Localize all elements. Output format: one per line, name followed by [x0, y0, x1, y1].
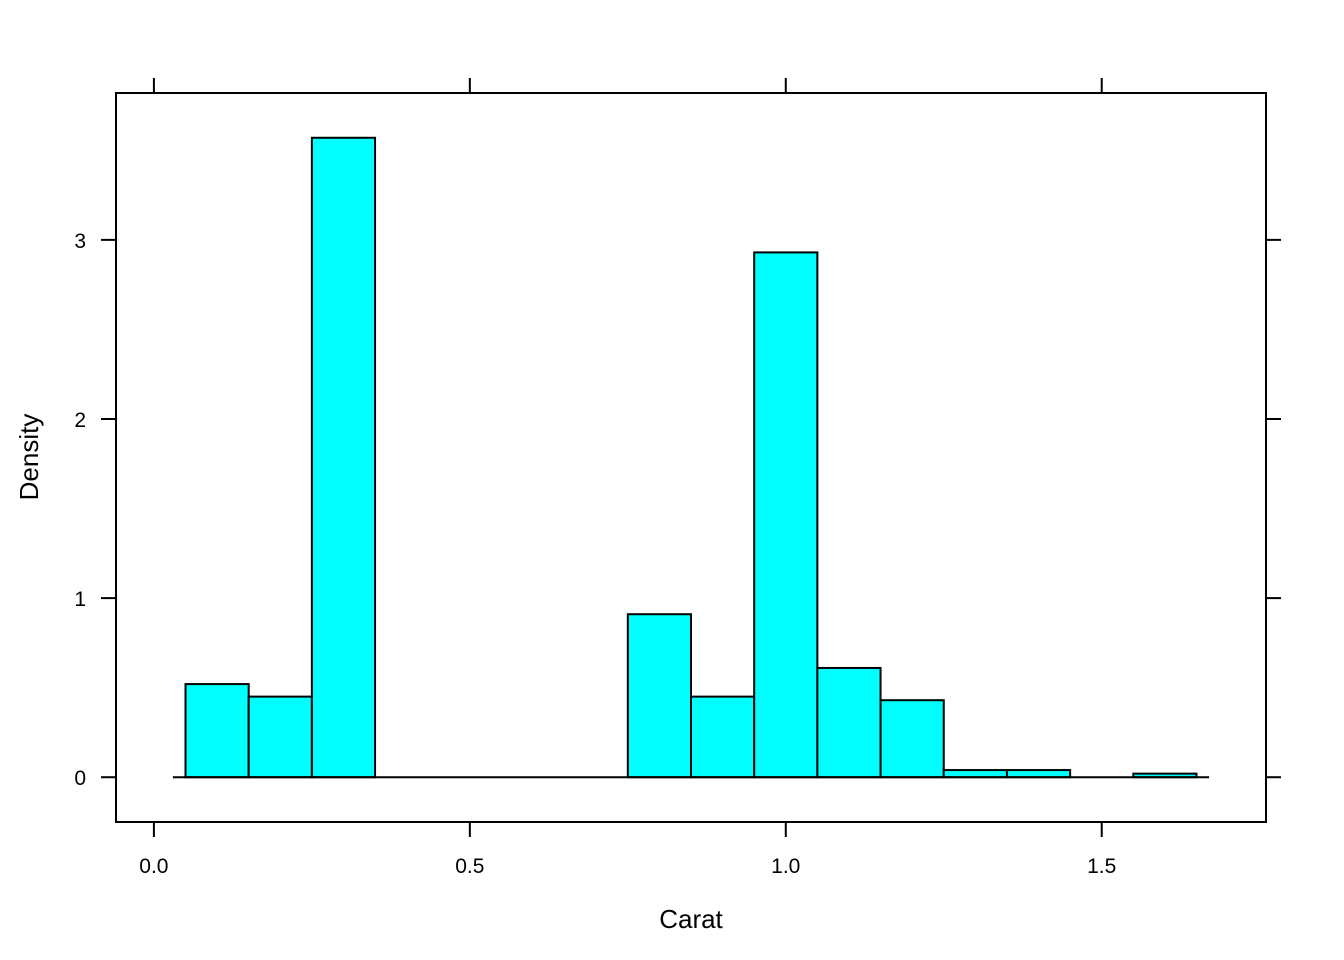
histogram-bar-1	[247, 695, 313, 779]
axis-ticks	[101, 78, 1281, 837]
histogram-bar-11	[879, 699, 945, 779]
y-axis-title: Density	[14, 414, 44, 501]
histogram-bar-7	[626, 613, 692, 779]
histogram-bar-2	[310, 136, 377, 779]
x-tick-label-2: 1.0	[771, 855, 800, 878]
histogram-bar-13	[1005, 769, 1072, 779]
histogram-bar-8	[690, 695, 756, 779]
y-tick-label-1: 1	[74, 588, 86, 611]
x-tick-label-1: 0.5	[455, 855, 484, 878]
histogram-bar-10	[816, 666, 882, 779]
y-tick-label-2: 2	[74, 409, 86, 432]
y-tick-label-3: 3	[74, 230, 86, 253]
plot-frame	[115, 92, 1267, 823]
axis-tick-labels: 0.0 0.5 1.0 1.5 0 1 2 3	[74, 230, 1116, 878]
histogram-bar-9	[753, 251, 819, 779]
histogram-bar-0	[184, 683, 250, 779]
x-axis-title: Carat	[659, 904, 723, 934]
x-tick-label-0: 0.0	[139, 855, 168, 878]
y-tick-label-0: 0	[74, 767, 86, 790]
histogram-bar-12	[942, 769, 1008, 779]
histogram-bars	[184, 136, 1198, 779]
x-tick-label-3: 1.5	[1087, 855, 1116, 878]
